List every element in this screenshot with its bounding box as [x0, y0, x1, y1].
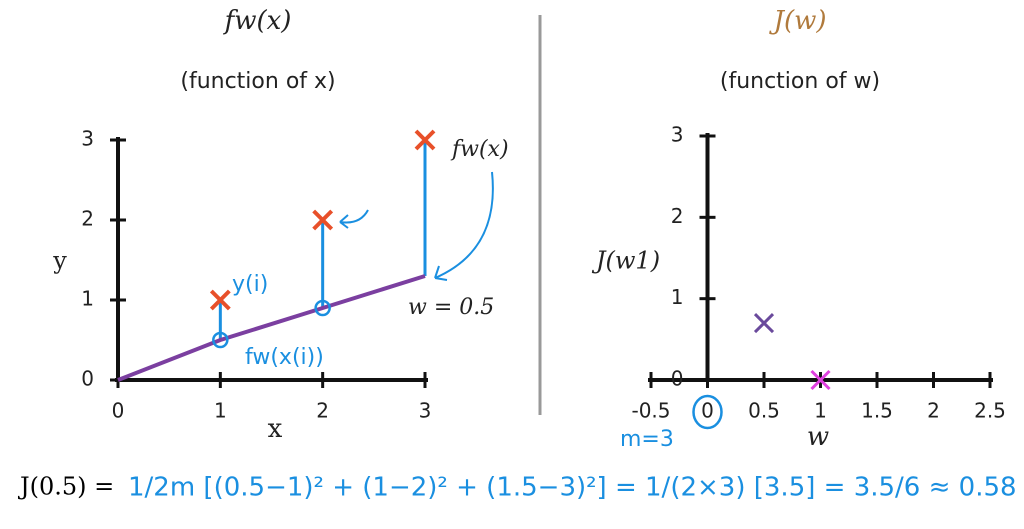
arrow: [339, 209, 369, 229]
y-tick-label: 2: [81, 207, 94, 231]
annotation: fw(x(i)): [245, 345, 324, 370]
data-point: [209, 289, 231, 311]
x-tick-label: -0.5: [631, 399, 670, 423]
chart-subtitle: (function of w): [720, 69, 880, 94]
arrow: [434, 171, 494, 281]
x-axis-label: w: [807, 422, 829, 452]
annotation: m=3: [620, 427, 674, 452]
chart-title: J(w): [769, 6, 827, 36]
chart-subtitle: (function of x): [180, 69, 335, 94]
x-tick-label: 1.5: [861, 399, 893, 423]
data-point: [810, 369, 831, 391]
chart-title: fw(x): [223, 6, 292, 36]
highlight-circle: [692, 394, 723, 430]
data-point: [753, 313, 775, 334]
y-tick-label: 2: [671, 204, 684, 228]
y-tick-label: 3: [671, 123, 684, 147]
x-tick-label: 2: [316, 399, 329, 423]
data-point: [312, 209, 334, 231]
formula-lhs: J(0.5) =: [17, 473, 114, 501]
y-tick-label: 1: [671, 285, 684, 309]
x-tick-label: 2.5: [974, 399, 1006, 423]
prediction-point: [212, 331, 229, 349]
x-tick-label: 1: [214, 399, 227, 423]
model-line: [117, 274, 426, 382]
annotation: w = 0.5: [408, 295, 494, 320]
y-axis-label: y: [52, 247, 67, 275]
x-tick-label: 0: [701, 399, 714, 423]
x-tick-label: 0.5: [748, 399, 780, 423]
x-tick-label: 0: [112, 399, 125, 423]
annotation: y(i): [232, 272, 268, 297]
x-tick-label: 1: [814, 399, 827, 423]
y-tick-label: 0: [81, 367, 94, 391]
x-axis-label: x: [268, 414, 283, 444]
y-tick-label: 1: [81, 287, 94, 311]
x-tick-label: 3: [419, 399, 432, 423]
annotation: fw(x): [450, 137, 509, 162]
y-tick-label: 0: [671, 367, 684, 391]
formula-rhs: 1/2m [(0.5−1)² + (1−2)² + (1.5−3)²] = 1/…: [128, 473, 1017, 503]
prediction-point: [314, 299, 331, 317]
y-tick-label: 3: [81, 127, 94, 151]
x-tick-label: 2: [927, 399, 940, 423]
data-point: [414, 129, 436, 151]
y-axis-label: J(w1): [591, 247, 660, 275]
